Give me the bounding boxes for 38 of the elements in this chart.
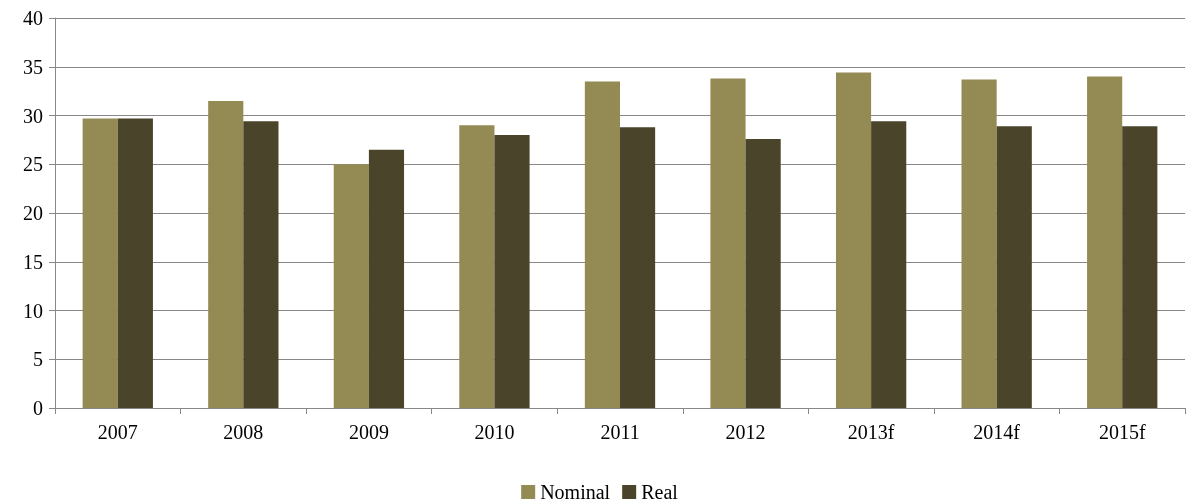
x-tick-label: 2015f (1098, 421, 1146, 443)
bar (117, 118, 153, 408)
y-tick-label: 20 (23, 202, 43, 224)
x-tick-label: 2009 (348, 421, 389, 443)
bar (710, 78, 746, 408)
bar (368, 149, 405, 408)
bar (459, 125, 495, 408)
bar (1087, 76, 1123, 408)
x-tick-label: 2010 (474, 421, 515, 443)
bar (835, 72, 872, 408)
legend-label: Nominal (540, 481, 611, 503)
x-tick-label: 2011 (600, 421, 640, 443)
x-tick-label: 2013f (847, 421, 895, 443)
bar (745, 138, 781, 408)
bar (243, 121, 279, 408)
bar (208, 100, 244, 408)
x-tick-label: 2008 (223, 421, 264, 443)
y-tick-label: 30 (23, 104, 43, 127)
y-tick-label: 40 (23, 7, 43, 29)
bar (82, 118, 118, 408)
y-tick-label: 0 (33, 397, 43, 419)
x-tick-label: 2012 (725, 421, 766, 443)
bar (961, 79, 997, 408)
y-tick-label: 5 (33, 348, 43, 371)
x-tick-label: 2014f (973, 421, 1021, 443)
y-tick-label: 35 (23, 55, 43, 78)
y-tick-label: 25 (23, 153, 43, 176)
y-tick-label: 15 (23, 250, 43, 273)
bar (996, 126, 1032, 408)
bar (871, 121, 907, 408)
bar (1122, 126, 1158, 408)
bar (620, 127, 656, 408)
bar (333, 164, 369, 408)
legend-label: Real (641, 481, 679, 503)
bar (584, 81, 620, 408)
y-tick-label: 10 (23, 299, 43, 322)
x-tick-label: 2007 (97, 421, 138, 443)
bar (494, 135, 530, 408)
